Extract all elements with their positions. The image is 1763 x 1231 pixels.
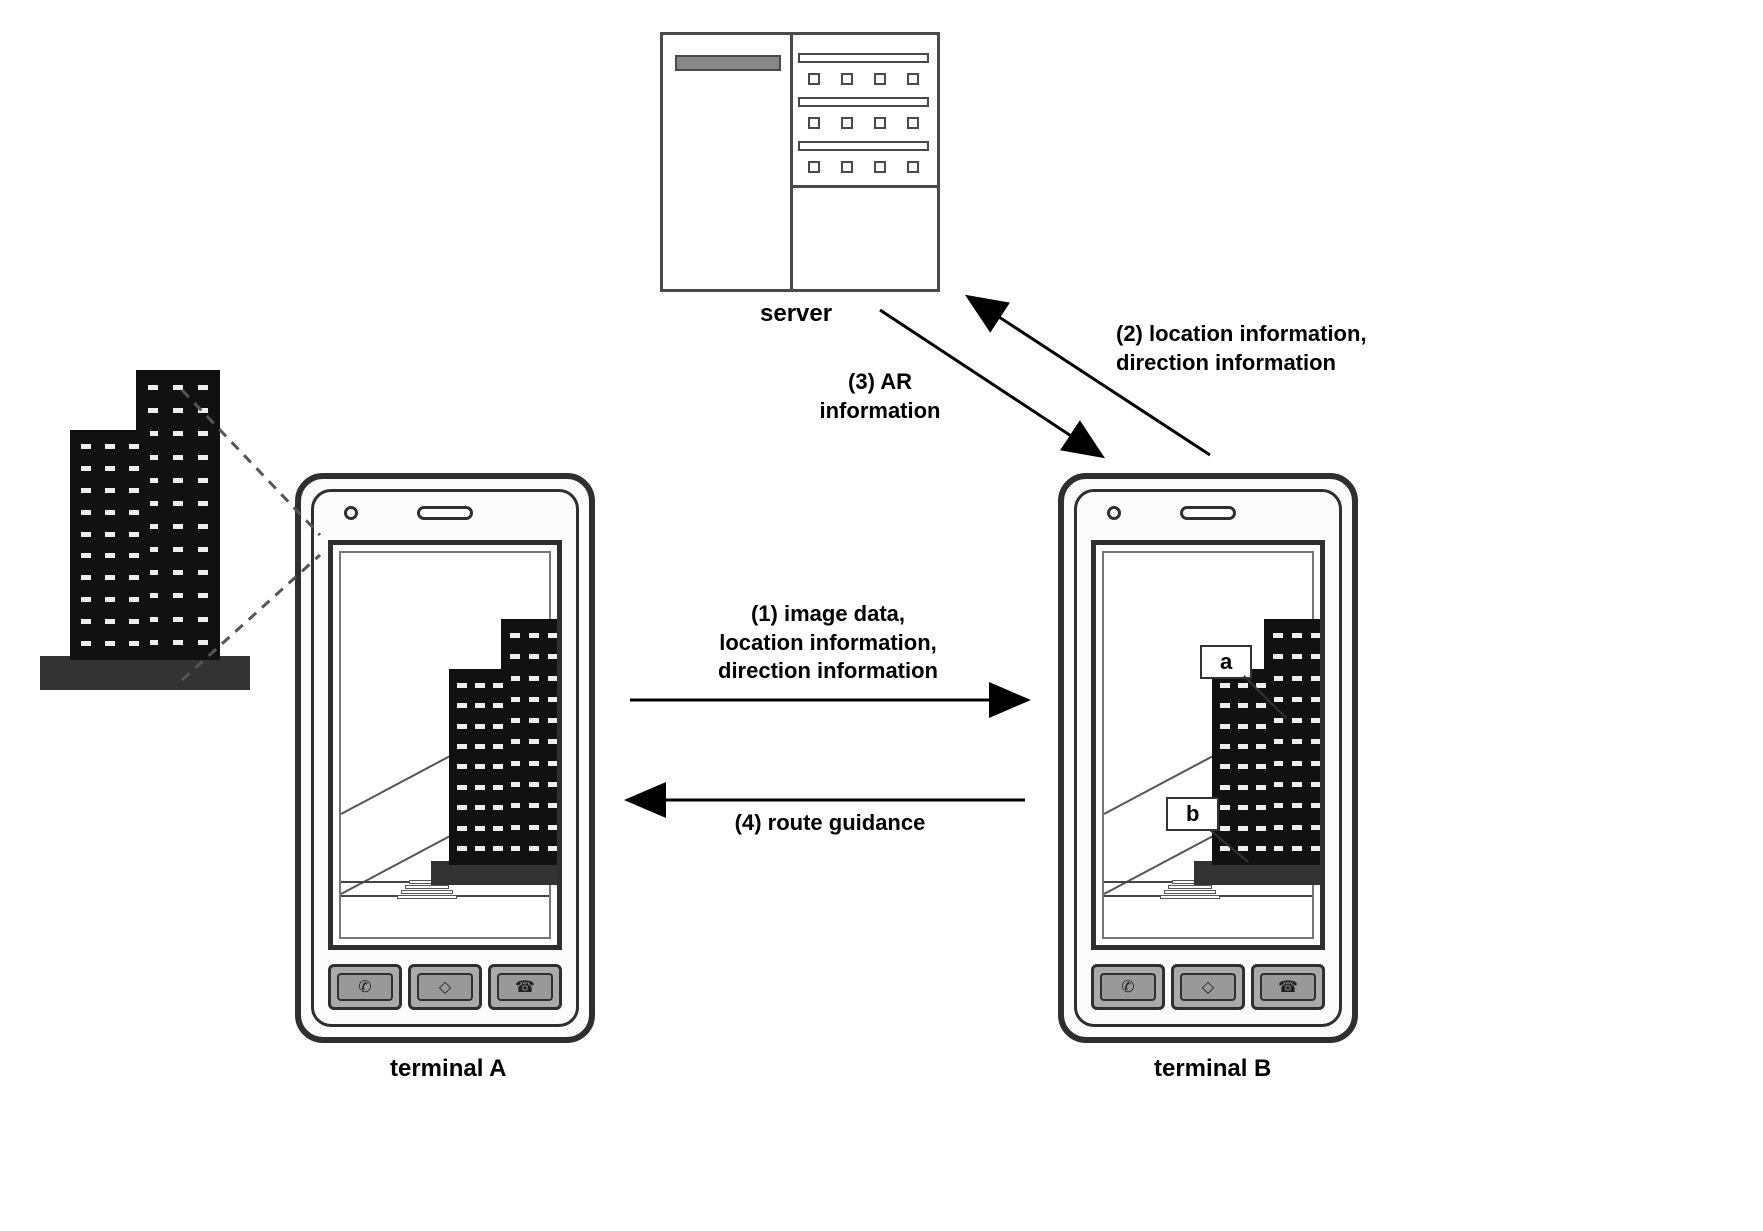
building-base [40, 656, 250, 690]
server-slot-bar [798, 141, 929, 151]
terminal-a: ✆ ◇ ☎ [295, 473, 595, 1043]
phone-button-row: ✆ ◇ ☎ [328, 964, 562, 1010]
home-icon: ◇ [439, 977, 451, 997]
home-button[interactable]: ◇ [408, 964, 482, 1010]
home-icon: ◇ [1202, 977, 1214, 997]
phone-icon: ✆ [358, 977, 371, 997]
terminal-a-screen [328, 540, 562, 950]
server [660, 32, 940, 292]
server-slot-bar [798, 97, 929, 107]
terminal-b-screen: a b [1091, 540, 1325, 950]
camera-icon [1107, 506, 1121, 520]
end-call-button[interactable]: ☎ [1251, 964, 1325, 1010]
home-button[interactable]: ◇ [1171, 964, 1245, 1010]
speaker-icon [417, 506, 473, 520]
call-button[interactable]: ✆ [1091, 964, 1165, 1010]
server-led-row [798, 71, 929, 87]
edge-1-label: (1) image data, location information, di… [658, 600, 998, 686]
end-call-icon: ☎ [1278, 977, 1298, 997]
server-drive-slot [675, 55, 781, 71]
server-led-row [798, 159, 929, 175]
server-label: server [760, 300, 832, 328]
screen-building-front [449, 669, 511, 865]
phone-icon: ✆ [1121, 977, 1134, 997]
edge-2-label: (2) location information, direction info… [1116, 320, 1436, 377]
terminal-a-label: terminal A [390, 1055, 506, 1083]
server-right-panel [790, 35, 937, 289]
ar-tag-a: a [1200, 645, 1252, 679]
edge-4-label: (4) route guidance [710, 810, 950, 836]
edge-3-label: (3) AR information [800, 368, 960, 425]
terminal-b: a b ✆ ◇ ☎ [1058, 473, 1358, 1043]
server-left-panel [663, 35, 793, 289]
end-call-button[interactable]: ☎ [488, 964, 562, 1010]
server-led-row [798, 115, 929, 131]
end-call-icon: ☎ [515, 977, 535, 997]
building-front [70, 430, 150, 660]
real-buildings [40, 370, 260, 690]
server-slot-bar [798, 53, 929, 63]
camera-icon [344, 506, 358, 520]
call-button[interactable]: ✆ [328, 964, 402, 1010]
ar-tag-b: b [1166, 797, 1219, 831]
phone-button-row: ✆ ◇ ☎ [1091, 964, 1325, 1010]
terminal-b-label: terminal B [1154, 1055, 1271, 1083]
speaker-icon [1180, 506, 1236, 520]
